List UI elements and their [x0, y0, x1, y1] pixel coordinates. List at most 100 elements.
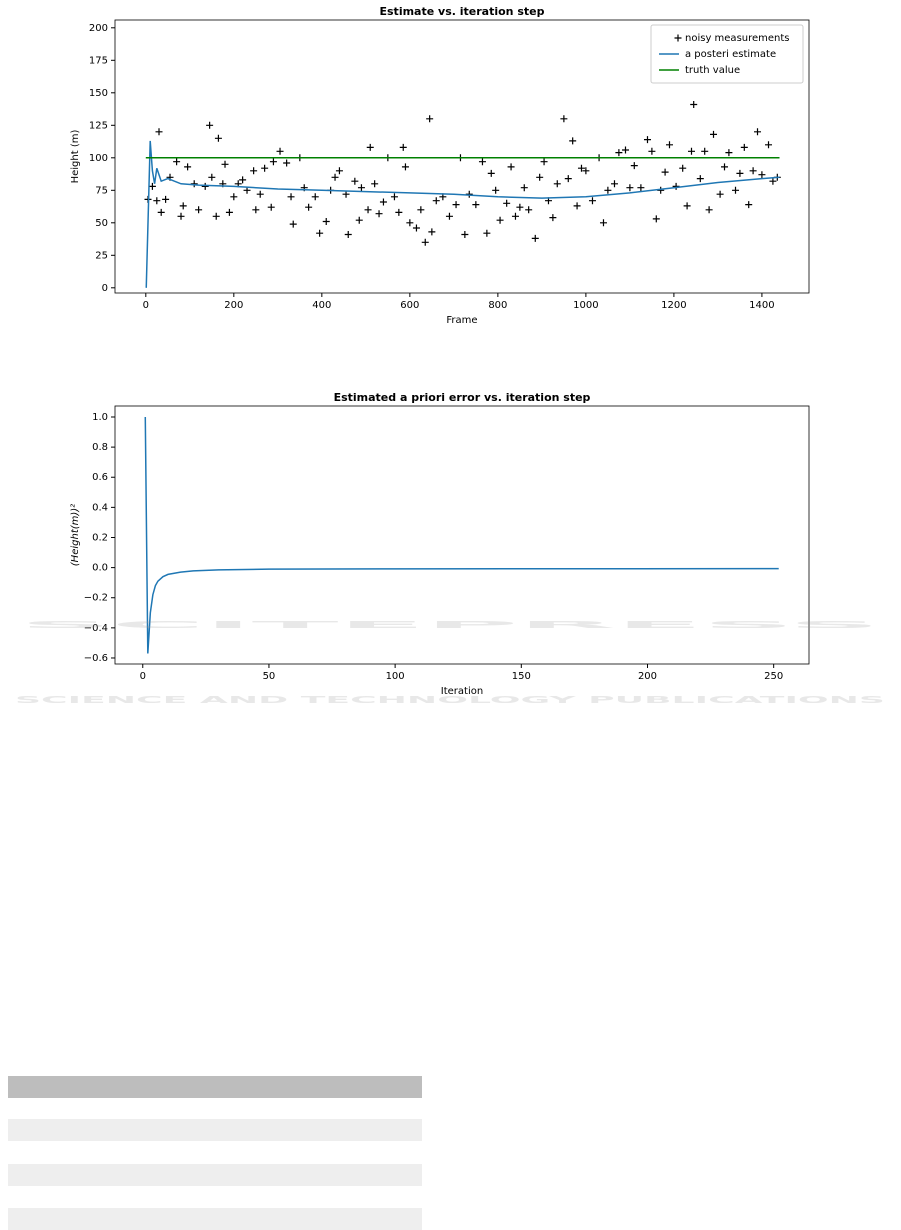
measurement-point [445, 212, 453, 220]
measurement-point [401, 163, 409, 171]
measurement-point [148, 182, 156, 190]
table-header-bar [8, 1076, 422, 1098]
measurement-point [626, 184, 634, 192]
x-tick-label: 200 [638, 671, 657, 682]
measurement-point [366, 143, 374, 151]
watermark: SCIENCE AND TECHNOLOGY PUBLICATIONS [15, 695, 885, 706]
x-tick-label: 600 [400, 300, 419, 311]
measurement-point [417, 206, 425, 214]
y-tick-label: 50 [95, 218, 108, 229]
y-tick-label: 150 [89, 88, 108, 99]
measurement-point [690, 101, 698, 108]
measurement-point [749, 167, 757, 175]
measurement-point [316, 229, 324, 237]
measurement-point [573, 202, 581, 210]
y-tick-label: −0.2 [84, 593, 108, 604]
measurement-point [371, 180, 379, 188]
measurement-point [342, 190, 350, 198]
y-axis-label: Height (m) [70, 130, 81, 184]
measurement-point [155, 128, 163, 136]
measurement-point [732, 186, 740, 194]
measurement-point [696, 175, 704, 183]
series-line [144, 416, 779, 654]
table-row-bar [8, 1119, 422, 1141]
measurement-point [239, 176, 247, 184]
y-tick-label: 175 [89, 55, 108, 66]
measurement-point [212, 212, 220, 220]
chart-title: Estimated a priori error vs. iteration s… [334, 391, 591, 404]
measurement-point [754, 128, 762, 136]
measurement-point [511, 212, 519, 220]
measurement-point [276, 147, 284, 155]
measurement-point [177, 212, 185, 220]
measurement-point [507, 163, 515, 171]
measurement-point [305, 203, 313, 211]
measurement-point [395, 208, 403, 216]
measurement-point [553, 180, 561, 188]
y-tick-label: −0.4 [84, 623, 108, 634]
measurement-point [208, 173, 216, 181]
measurement-point [652, 215, 660, 223]
measurement-point [195, 206, 203, 214]
measurement-point [582, 167, 590, 175]
y-tick-label: 125 [89, 120, 108, 131]
measurement-point [705, 206, 713, 214]
y-tick-label: 0.4 [92, 502, 108, 513]
measurement-point [716, 190, 724, 198]
measurement-point [190, 180, 198, 188]
measurement-point [657, 186, 665, 194]
measurement-point [683, 202, 691, 210]
measurement-point [577, 164, 585, 172]
measurement-point [335, 167, 343, 175]
measurement-point [179, 202, 187, 210]
measurement-point [643, 136, 651, 144]
x-tick-label: 0 [140, 671, 146, 682]
measurement-point [564, 175, 572, 183]
x-tick-label: 400 [312, 300, 331, 311]
measurement-point [214, 134, 222, 142]
legend-label: truth value [685, 65, 740, 76]
measurement-point [399, 143, 407, 151]
measurement-point [637, 184, 645, 192]
y-tick-label: 0.0 [92, 563, 108, 574]
measurement-point [331, 173, 339, 181]
measurement-point [269, 158, 277, 166]
y-axis-label: (Height(m))² [70, 504, 81, 566]
measurement-point [230, 193, 238, 201]
measurement-point [492, 186, 500, 194]
legend-box [650, 24, 804, 84]
measurement-point [701, 147, 709, 155]
measurement-point [206, 121, 214, 129]
plot-frame [114, 405, 810, 665]
measurement-point [610, 180, 618, 188]
measurement-point [496, 216, 504, 224]
legend-label: a posteri estimate [685, 49, 776, 60]
measurement-point [252, 206, 260, 214]
measurement-point [162, 195, 170, 203]
measurement-point [351, 177, 359, 185]
measurement-point [311, 193, 319, 201]
x-axis-label: Frame [446, 315, 477, 326]
measurement-point [426, 115, 434, 123]
measurement-point [289, 220, 297, 228]
measurement-point [250, 167, 258, 175]
measurement-point [560, 115, 568, 123]
measurement-point [322, 218, 330, 225]
measurement-point [679, 164, 687, 172]
measurement-point [503, 199, 511, 207]
measurement-point [740, 143, 748, 151]
measurement-point [406, 219, 414, 227]
measurement-point [688, 147, 695, 155]
x-axis-label: Iteration [441, 686, 483, 697]
measurement-point [390, 193, 398, 201]
y-tick-label: 0 [102, 283, 108, 294]
measurement-point [745, 201, 753, 209]
table-row-bar [8, 1208, 422, 1230]
measurement-point [243, 186, 251, 194]
measurement-point [569, 137, 577, 145]
y-tick-label: 25 [95, 250, 108, 261]
measurement-point [201, 182, 209, 190]
measurement-point [472, 201, 480, 209]
measurement-point [769, 177, 777, 185]
